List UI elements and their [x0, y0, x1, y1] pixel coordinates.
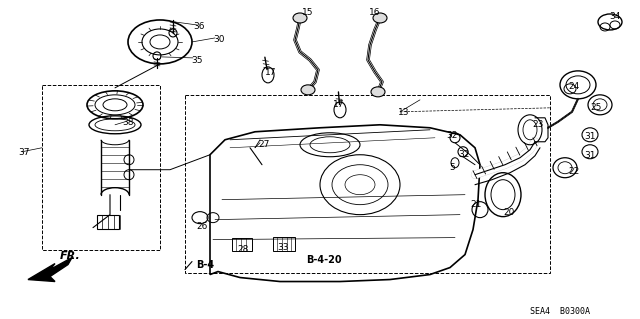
Text: 34: 34 [609, 12, 620, 21]
Ellipse shape [301, 85, 315, 95]
Text: 21: 21 [470, 200, 481, 209]
Text: 35: 35 [191, 56, 202, 65]
Polygon shape [28, 257, 72, 282]
Text: 23: 23 [532, 120, 543, 129]
Ellipse shape [373, 13, 387, 23]
Text: 16: 16 [369, 8, 381, 17]
Text: 31: 31 [584, 151, 595, 160]
Bar [185, 95, 550, 272]
Text: 26: 26 [196, 222, 207, 231]
Ellipse shape [293, 13, 307, 23]
Text: 27: 27 [258, 140, 269, 149]
Text: 15: 15 [302, 8, 314, 17]
Text: B-4: B-4 [196, 260, 214, 270]
Text: 31: 31 [584, 132, 595, 141]
Text: 37: 37 [18, 148, 29, 157]
Text: SEA4  B0300A: SEA4 B0300A [530, 308, 590, 316]
Ellipse shape [371, 87, 385, 97]
Text: 24: 24 [568, 82, 579, 91]
Text: 22: 22 [568, 167, 579, 176]
Bar [97, 215, 119, 229]
Bar [42, 85, 160, 249]
Text: 30: 30 [213, 35, 225, 44]
Text: 32: 32 [458, 150, 469, 159]
Text: 38: 38 [122, 118, 134, 127]
Text: 17: 17 [265, 68, 276, 77]
Text: B-4-20: B-4-20 [306, 255, 342, 264]
Text: 33: 33 [277, 242, 289, 252]
Text: 5: 5 [449, 163, 455, 172]
Bar [232, 238, 252, 251]
Text: 36: 36 [193, 22, 205, 31]
Text: 32: 32 [446, 131, 458, 140]
Text: 20: 20 [503, 208, 515, 217]
Text: 28: 28 [237, 245, 248, 254]
Bar [273, 237, 295, 251]
Text: FR.: FR. [60, 250, 81, 261]
Text: 13: 13 [398, 108, 410, 117]
Text: 25: 25 [590, 103, 602, 112]
Text: 17: 17 [333, 100, 344, 109]
